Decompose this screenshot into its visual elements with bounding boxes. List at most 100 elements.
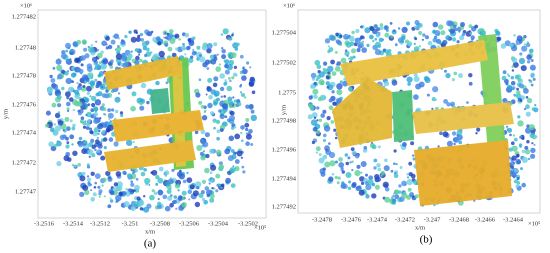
x-tick-label: -3.2478 — [312, 216, 332, 223]
point — [412, 157, 416, 161]
point — [414, 194, 419, 199]
point — [45, 110, 51, 116]
point — [510, 76, 514, 80]
point — [460, 22, 465, 27]
point — [524, 149, 531, 155]
point — [384, 196, 391, 203]
point — [90, 85, 94, 89]
point — [514, 74, 520, 80]
point — [46, 87, 53, 94]
point — [80, 116, 85, 120]
point — [531, 142, 534, 145]
x-tick-label: -3.2468 — [449, 216, 469, 223]
point — [242, 68, 248, 75]
point — [116, 181, 123, 188]
point — [248, 104, 254, 110]
point — [240, 131, 243, 135]
point — [113, 33, 120, 39]
point — [239, 91, 243, 94]
y-tick-label: 1.2775 — [278, 89, 296, 96]
point — [355, 28, 360, 34]
point — [52, 83, 59, 90]
point — [66, 96, 70, 100]
point — [401, 40, 405, 44]
point — [397, 190, 402, 194]
point — [334, 65, 341, 72]
point — [431, 97, 436, 102]
point — [341, 182, 346, 187]
point — [335, 32, 339, 37]
point — [349, 161, 352, 164]
point — [327, 49, 331, 54]
point — [413, 94, 419, 100]
point — [344, 153, 348, 157]
point — [200, 129, 206, 135]
point — [394, 189, 400, 195]
point — [219, 86, 225, 92]
point — [207, 77, 213, 83]
point — [391, 29, 397, 35]
point — [324, 155, 328, 158]
point — [235, 151, 238, 154]
point — [208, 94, 213, 100]
point — [523, 88, 529, 94]
point — [65, 144, 70, 149]
point — [54, 90, 62, 97]
point — [517, 115, 521, 119]
point — [196, 57, 200, 61]
point — [334, 175, 338, 180]
point — [328, 176, 334, 182]
point — [229, 115, 235, 122]
point — [57, 111, 61, 114]
point — [377, 145, 381, 149]
point — [143, 168, 147, 172]
point — [97, 52, 103, 59]
point — [93, 67, 96, 70]
point — [57, 120, 64, 126]
point — [177, 189, 180, 192]
point — [120, 39, 126, 45]
point — [311, 77, 316, 81]
point — [198, 78, 202, 81]
point — [458, 30, 461, 33]
point — [397, 27, 401, 30]
point — [67, 128, 70, 131]
point — [206, 193, 210, 198]
point — [94, 148, 97, 152]
point — [219, 113, 225, 120]
point — [336, 61, 342, 66]
point — [325, 81, 330, 86]
point — [169, 177, 172, 180]
point — [162, 194, 168, 200]
point — [71, 126, 76, 131]
point — [339, 43, 343, 47]
point — [413, 25, 417, 29]
point — [313, 116, 317, 120]
point — [49, 74, 53, 79]
point — [115, 53, 123, 60]
point — [360, 25, 363, 29]
point — [98, 192, 102, 196]
point — [130, 105, 136, 112]
point — [63, 155, 70, 162]
point — [418, 31, 423, 35]
point — [224, 115, 228, 118]
point — [87, 74, 92, 79]
point — [144, 53, 148, 58]
point — [466, 101, 469, 104]
point — [220, 186, 223, 189]
point — [200, 139, 205, 143]
point — [390, 169, 394, 173]
point — [209, 54, 215, 60]
point — [401, 180, 407, 187]
point — [520, 99, 523, 102]
y-tick-label: 1.277478 — [12, 72, 36, 79]
point — [406, 179, 413, 186]
point — [439, 131, 443, 136]
point — [513, 168, 519, 173]
point — [510, 165, 514, 170]
point — [458, 140, 463, 145]
point — [227, 37, 231, 40]
point — [470, 35, 475, 40]
point — [201, 179, 207, 184]
